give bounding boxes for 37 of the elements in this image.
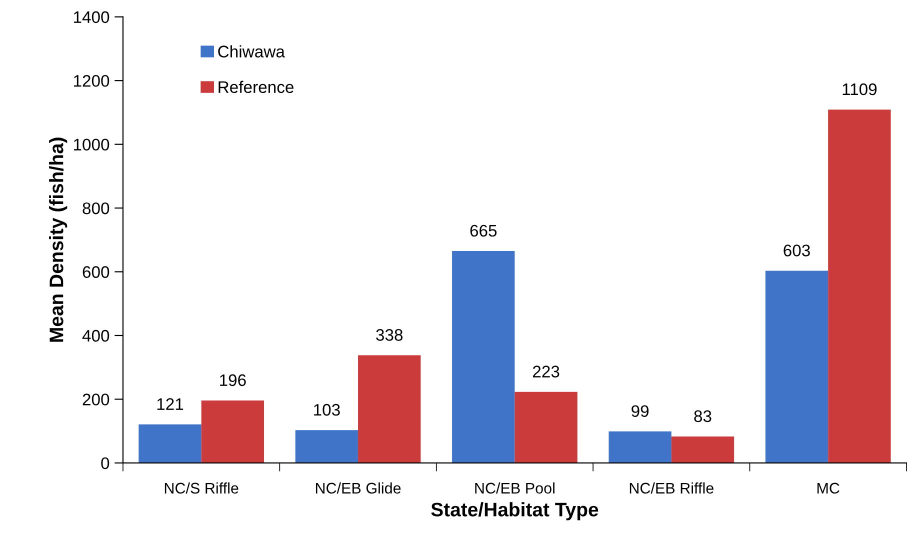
data-label: 196 (220, 374, 246, 386)
y-tick-label: 600 (82, 266, 110, 278)
data-label: 223 (532, 366, 560, 378)
bar (358, 355, 421, 463)
y-tick-label: 1200 (74, 74, 110, 87)
bar (671, 436, 734, 463)
data-label: 121 (157, 398, 184, 410)
y-tick-label: 1000 (74, 138, 110, 151)
x-tick-label: NC/EB Riffle (630, 482, 714, 494)
x-tick-label: NC/EB Glide (316, 482, 401, 494)
data-label: 665 (470, 224, 497, 237)
x-tick-label: NC/S Riffle (164, 482, 238, 494)
x-tick-label: MC (817, 482, 840, 494)
bar (201, 400, 264, 463)
data-label: 338 (376, 329, 403, 341)
x-axis-title: State/Habitat Type (431, 502, 598, 520)
data-label: 99 (632, 405, 649, 417)
data-label: 83 (694, 410, 712, 422)
y-tick-label: 400 (82, 330, 110, 342)
bar (765, 270, 828, 463)
x-tick-label: NC/EB Pool (475, 482, 554, 494)
bar (295, 430, 358, 463)
y-tick-label: 200 (82, 394, 110, 406)
bar (452, 251, 515, 463)
bar (138, 424, 202, 463)
y-tick-label: 1400 (74, 11, 110, 24)
data-label: 103 (314, 404, 340, 416)
y-tick-label: 800 (82, 202, 110, 214)
bar (828, 110, 891, 463)
y-axis-title: Mean Density (fish/ha) (49, 138, 68, 342)
bar (608, 431, 672, 463)
data-label: 1109 (842, 83, 877, 96)
data-label: 603 (784, 244, 810, 256)
legend-label: Reference (218, 80, 294, 94)
bar (514, 392, 578, 463)
legend-label: Chiwawa (218, 45, 285, 58)
y-tick-label: 0 (101, 457, 110, 470)
